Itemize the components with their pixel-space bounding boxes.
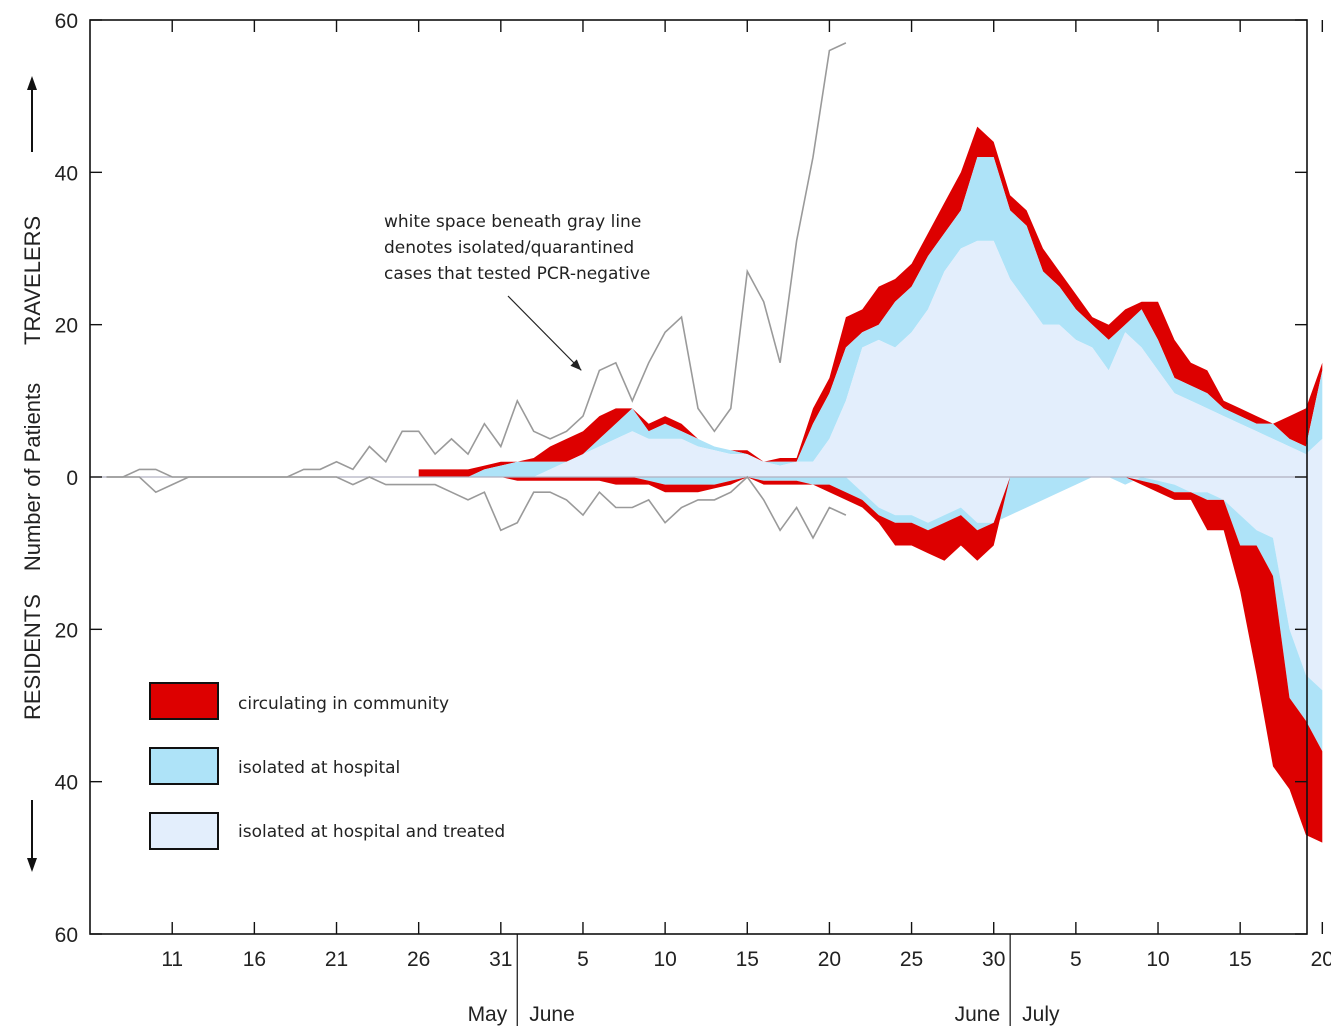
y-axis-label-group: RESIDENTS Number of Patients TRAVELERS [20, 76, 45, 872]
y-tick-label: 0 [66, 467, 78, 490]
x-tick-label: 5 [577, 948, 589, 971]
y-tick-label: 40 [55, 772, 78, 795]
axis-ticks [90, 19, 1324, 1026]
y-tick-label: 20 [55, 315, 78, 338]
residents-treated-area [418, 477, 1323, 691]
y-tick-label: 60 [55, 10, 78, 33]
x-tick-label: 11 [161, 948, 183, 971]
y-tick-label: 60 [55, 924, 78, 947]
x-tick-label: 5 [1070, 948, 1082, 971]
annotation-line-3: cases that tested PCR-negative [384, 264, 650, 284]
arrow-up-icon [27, 76, 37, 90]
y-tick-label: 40 [55, 162, 78, 185]
month-label: June [529, 1003, 575, 1026]
travelers-hospital-area [418, 157, 1323, 477]
x-tick-label: 15 [736, 948, 759, 971]
arrow-down-icon [27, 858, 37, 872]
month-label: June [955, 1003, 1001, 1026]
data-lines [90, 42, 1307, 540]
residents-hospital-area [418, 477, 1323, 752]
x-tick-label: 15 [1228, 948, 1251, 971]
x-tick-label: 25 [900, 948, 923, 971]
annotation-arrowhead-icon [570, 359, 582, 371]
residents-pcr-negative-line [106, 475, 847, 540]
ylabel-number-of-patients: Number of Patients [20, 383, 45, 571]
travelers-pcr-negative-line [106, 42, 847, 478]
x-tick-label: 16 [243, 948, 266, 971]
legend-swatch-hospital [149, 747, 219, 785]
x-tick-label: 20 [818, 948, 841, 971]
annotation-line-1: white space beneath gray line [384, 212, 641, 232]
annotation-line-2: denotes isolated/quarantined [384, 238, 634, 258]
month-label: July [1022, 1003, 1060, 1026]
travelers-community-area [418, 126, 1323, 477]
residents-community-area [418, 477, 1323, 843]
x-tick-label: 10 [653, 948, 676, 971]
legend: circulating in community isolated at hos… [149, 682, 505, 850]
travelers-treated-area [418, 240, 1323, 477]
x-tick-label: 21 [325, 948, 348, 971]
legend-label-treated: isolated at hospital and treated [238, 822, 505, 842]
axis-labels: 60 40 20 0 20 40 60 11 16 21 26 31 5 10 15 20 25 30 5 10 15 2… [55, 10, 1331, 1026]
y-tick-label: 20 [55, 619, 78, 642]
month-label: May [468, 1003, 508, 1026]
legend-label-community: circulating in community [238, 694, 449, 714]
ylabel-residents: RESIDENTS [20, 594, 45, 720]
x-tick-label: 31 [489, 948, 512, 971]
annotation-arrow [507, 295, 582, 371]
annotation: white space beneath gray line denotes is… [384, 212, 650, 371]
legend-swatch-community [149, 682, 219, 720]
x-tick-label: 10 [1146, 948, 1169, 971]
legend-swatch-treated [149, 812, 219, 850]
x-tick-label: 20 [1311, 948, 1331, 971]
data-areas [418, 126, 1323, 843]
ylabel-travelers: TRAVELERS [20, 216, 45, 345]
x-tick-label: 26 [407, 948, 430, 971]
legend-label-hospital: isolated at hospital [238, 758, 400, 778]
x-tick-label: 30 [982, 948, 1005, 971]
